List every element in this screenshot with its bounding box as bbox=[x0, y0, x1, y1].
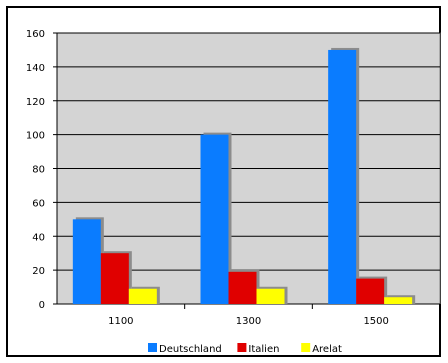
y-tick-label: 80 bbox=[32, 165, 45, 176]
y-tick-label: 0 bbox=[39, 300, 45, 311]
y-tick-label: 120 bbox=[26, 97, 45, 108]
legend-swatch bbox=[301, 343, 311, 352]
legend-label: Italien bbox=[248, 344, 279, 355]
bar-arelat-1500 bbox=[384, 297, 413, 304]
y-tick-label: 100 bbox=[26, 131, 45, 142]
legend-label: Deutschland bbox=[159, 344, 222, 355]
bar-deutschland-1500 bbox=[328, 49, 357, 304]
bar-deutschland-1300 bbox=[200, 134, 229, 304]
x-tick-label: 1300 bbox=[236, 316, 261, 327]
x-tick-label: 1500 bbox=[363, 316, 388, 327]
legend-swatch bbox=[148, 343, 157, 352]
bar-deutschland-1100 bbox=[72, 219, 101, 304]
y-tick-label: 40 bbox=[32, 232, 45, 243]
legend-swatch bbox=[237, 343, 247, 352]
bar-arelat-1300 bbox=[256, 288, 285, 304]
x-tick-label: 1100 bbox=[108, 316, 133, 327]
y-tick-label: 60 bbox=[32, 198, 45, 209]
legend-label: Arelat bbox=[312, 344, 342, 355]
bar-arelat-1100 bbox=[128, 288, 157, 304]
y-tick-label: 20 bbox=[32, 266, 45, 277]
bar-italien-1500 bbox=[356, 278, 385, 304]
bar-italien-1300 bbox=[228, 271, 257, 304]
y-tick-label: 160 bbox=[26, 29, 45, 40]
y-tick-label: 140 bbox=[26, 63, 45, 74]
bar-italien-1100 bbox=[100, 253, 129, 304]
